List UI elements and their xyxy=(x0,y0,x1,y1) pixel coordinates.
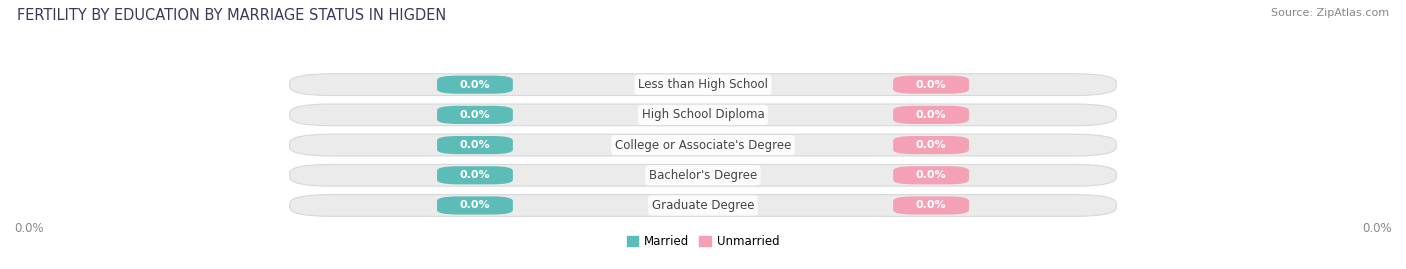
Text: Bachelor's Degree: Bachelor's Degree xyxy=(650,169,756,182)
FancyBboxPatch shape xyxy=(290,104,1116,126)
Text: 0.0%: 0.0% xyxy=(915,140,946,150)
Text: FERTILITY BY EDUCATION BY MARRIAGE STATUS IN HIGDEN: FERTILITY BY EDUCATION BY MARRIAGE STATU… xyxy=(17,8,446,23)
Legend: Married, Unmarried: Married, Unmarried xyxy=(621,230,785,253)
FancyBboxPatch shape xyxy=(893,76,969,94)
FancyBboxPatch shape xyxy=(437,136,513,154)
FancyBboxPatch shape xyxy=(437,76,513,94)
Text: 0.0%: 0.0% xyxy=(1362,222,1392,235)
FancyBboxPatch shape xyxy=(437,106,513,124)
Text: Less than High School: Less than High School xyxy=(638,78,768,91)
Text: 0.0%: 0.0% xyxy=(915,170,946,180)
Text: High School Diploma: High School Diploma xyxy=(641,108,765,121)
FancyBboxPatch shape xyxy=(290,74,1116,95)
FancyBboxPatch shape xyxy=(290,134,1116,156)
Text: 0.0%: 0.0% xyxy=(460,170,491,180)
FancyBboxPatch shape xyxy=(893,136,969,154)
Text: College or Associate's Degree: College or Associate's Degree xyxy=(614,139,792,151)
Text: 0.0%: 0.0% xyxy=(460,80,491,90)
FancyBboxPatch shape xyxy=(290,164,1116,186)
Text: 0.0%: 0.0% xyxy=(460,110,491,120)
FancyBboxPatch shape xyxy=(893,166,969,184)
FancyBboxPatch shape xyxy=(893,196,969,215)
FancyBboxPatch shape xyxy=(437,166,513,184)
Text: 0.0%: 0.0% xyxy=(915,200,946,210)
Text: Source: ZipAtlas.com: Source: ZipAtlas.com xyxy=(1271,8,1389,18)
Text: 0.0%: 0.0% xyxy=(14,222,44,235)
Text: 0.0%: 0.0% xyxy=(460,200,491,210)
Text: 0.0%: 0.0% xyxy=(915,110,946,120)
Text: 0.0%: 0.0% xyxy=(460,140,491,150)
Text: Graduate Degree: Graduate Degree xyxy=(652,199,754,212)
FancyBboxPatch shape xyxy=(893,106,969,124)
Text: 0.0%: 0.0% xyxy=(915,80,946,90)
FancyBboxPatch shape xyxy=(437,196,513,215)
FancyBboxPatch shape xyxy=(290,194,1116,216)
